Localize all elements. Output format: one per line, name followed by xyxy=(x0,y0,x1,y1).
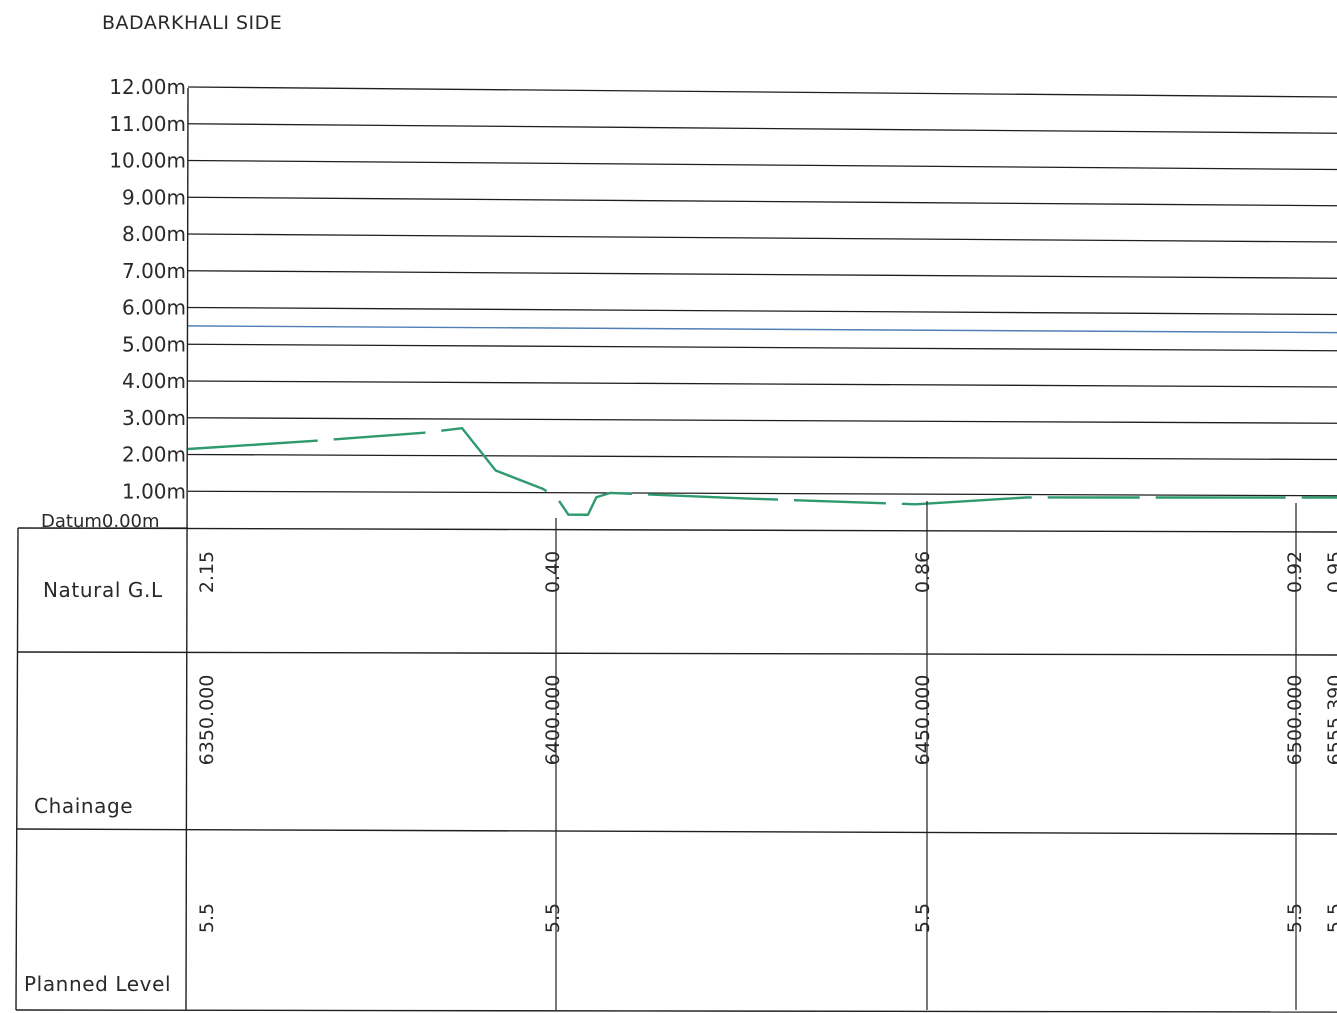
y-axis-label: 8.00m xyxy=(122,222,186,246)
planned-level-line-segment xyxy=(187,325,1337,334)
grid-line-10 xyxy=(187,159,1337,171)
planned-level-value: 5.5 xyxy=(542,903,564,933)
grid-line-5 xyxy=(187,343,1337,352)
y-axis-label: 10.00m xyxy=(109,149,186,173)
table-row-separator-1 xyxy=(17,651,1337,656)
grid-line-4 xyxy=(187,380,1337,388)
grid-line-9 xyxy=(187,196,1337,207)
grid-line-11 xyxy=(187,123,1337,134)
chainage-value: 6500.000 xyxy=(1284,675,1306,766)
y-axis-label: 2.00m xyxy=(122,443,186,467)
y-axis-label: 9.00m xyxy=(122,185,186,209)
natural-ground-line xyxy=(187,427,1337,516)
table-top-border xyxy=(17,527,1337,533)
y-axis-label: 1.00m xyxy=(122,479,186,503)
grid-line-1 xyxy=(187,490,1337,497)
grid-line-8 xyxy=(187,233,1337,243)
grid-line-7 xyxy=(187,270,1337,279)
planned-level-value: 5.5 xyxy=(1284,903,1306,933)
chainage-value: 6400.000 xyxy=(542,675,564,766)
station-lines xyxy=(555,501,1297,1010)
data-table-frame xyxy=(15,87,1337,1013)
y-axis-label: 5.00m xyxy=(122,332,186,356)
natural-gl-value: 0.40 xyxy=(542,551,564,593)
chainage-value: 6450.000 xyxy=(912,675,934,766)
y-axis-label: 11.00m xyxy=(109,112,186,136)
chainage-value: 6555.390 xyxy=(1324,675,1337,766)
datum-label: Datum0.00m xyxy=(41,511,160,532)
row-label-natural-gl: Natural G.L xyxy=(43,578,163,602)
grid-line-6 xyxy=(187,306,1337,316)
y-axis-label: 7.00m xyxy=(122,259,186,283)
natural-gl-value: 0.92 xyxy=(1284,551,1306,593)
row-label-planned-level: Planned Level xyxy=(24,972,171,996)
natural-gl-value: 0.95 xyxy=(1324,551,1337,593)
planned-level-value: 5.5 xyxy=(912,903,934,933)
station-values: 2.15 6350.000 5.5 0.40 6400.000 5.5 0.86 6450.0… xyxy=(196,551,1337,933)
y-axis-label: 4.00m xyxy=(122,369,186,393)
grid-line-12 xyxy=(187,86,1337,98)
chainage-value: 6350.000 xyxy=(196,675,218,766)
drawing-title: BADARKHALI SIDE xyxy=(102,12,282,34)
table-row-separator-2 xyxy=(16,828,1337,835)
planned-level-value: 5.5 xyxy=(1324,903,1337,933)
planned-level-line xyxy=(187,325,1337,334)
natural-ground-profile xyxy=(187,427,1337,516)
y-axis-label: 6.00m xyxy=(122,296,186,320)
y-axis-label: 3.00m xyxy=(122,406,186,430)
grid-line-3 xyxy=(187,417,1337,424)
natural-gl-value: 2.15 xyxy=(196,551,218,593)
table-bottom-border xyxy=(15,1009,1337,1013)
y-axis-label: 12.00m xyxy=(109,75,186,99)
table-left-border xyxy=(15,527,19,1011)
planned-level-value: 5.5 xyxy=(196,903,218,933)
elevation-axis-labels: 12.00m 11.00m 10.00m 9.00m 8.00m 7.00m 6.00m 5.… xyxy=(41,75,188,532)
natural-gl-value: 0.86 xyxy=(912,551,934,593)
table-label-column-border xyxy=(185,87,189,1011)
grid-line-2 xyxy=(187,453,1337,461)
elevation-grid xyxy=(187,86,1337,497)
row-label-chainage: Chainage xyxy=(34,794,133,818)
